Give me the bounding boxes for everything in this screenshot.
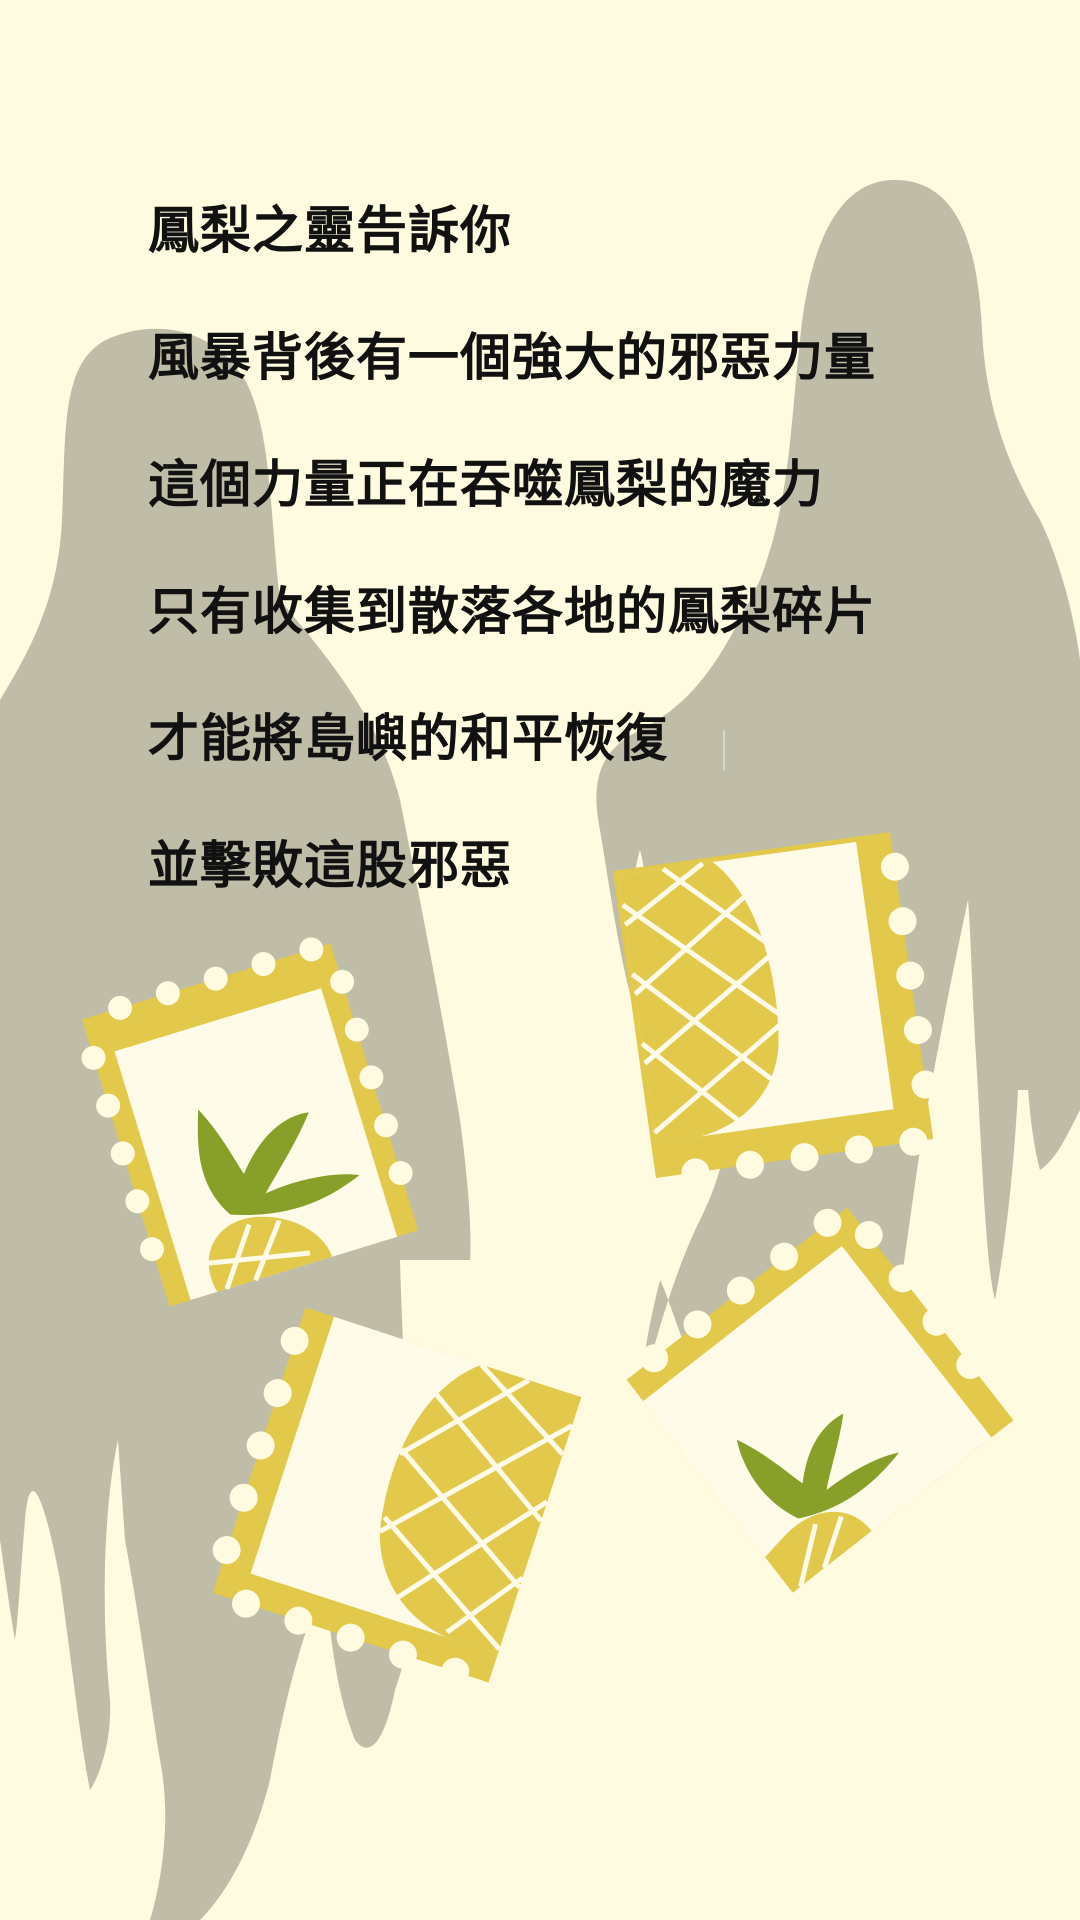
pineapple-stamp-3: [212, 1307, 582, 1686]
pineapple-stamp-4: [626, 1207, 1014, 1593]
story-line-6: 並擊敗這股邪惡: [148, 837, 513, 896]
story-line-2: 風暴背後有一個強大的邪惡力量: [148, 329, 877, 388]
story-line-4: 只有收集到散落各地的鳳梨碎片: [148, 583, 877, 642]
story-line-1: 鳳梨之靈告訴你: [148, 202, 513, 261]
story-line-3: 這個力量正在吞噬鳳梨的魔力: [148, 456, 825, 515]
story-line-5: 才能將島嶼的和平恢復: [148, 710, 669, 769]
story-dialogue: 鳳梨之靈告訴你 風暴背後有一個強大的邪惡力量 這個力量正在吞噬鳳梨的魔力 只有收…: [148, 168, 1048, 930]
ghost-right-icon: [596, 180, 1080, 1400]
pineapple-stamp-2: [612, 832, 940, 1187]
pineapple-stamp-1: [81, 937, 419, 1307]
